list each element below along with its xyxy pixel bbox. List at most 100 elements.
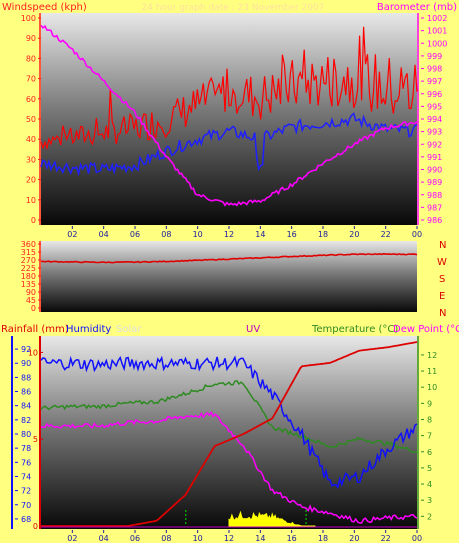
top-x-tick-label: 14 [255, 230, 265, 239]
humidity-tick-label: 82 [21, 416, 31, 425]
bottom-x-tick-label: 00 [412, 534, 422, 543]
barometer-tick-label: 1002 [427, 14, 447, 23]
temperature-tick-label: 5 [427, 464, 432, 473]
humidity-tick-label: 70 [21, 501, 31, 510]
humidity-tick-label: 84 [21, 402, 31, 411]
rainfall-line [41, 341, 418, 527]
barometer-tick-label: 1001 [427, 27, 447, 36]
compass-w: W [437, 257, 447, 268]
humidity-tick-label: 68 [21, 515, 31, 524]
barometer-tick-label: 994 [427, 115, 442, 124]
compass-n-top: N [439, 240, 446, 251]
windspeed-tick-label: 0 [31, 216, 36, 225]
barometer-tick-label: 996 [427, 90, 442, 99]
windspeed-tick-label: 70 [26, 75, 36, 84]
rainfall-tick-label: 0 [33, 522, 38, 531]
direction-tick-label: 225 [21, 264, 36, 273]
bottom-x-tick-label: 16 [287, 534, 297, 543]
direction-tick-label: 360 [21, 240, 36, 249]
temperature-tick-label: 11 [427, 367, 437, 376]
bottom-x-tick-label: 06 [130, 534, 140, 543]
windspeed-tick-label: 30 [26, 155, 36, 164]
temperature-tick-label: 8 [427, 415, 432, 424]
barometer-tick-label: 993 [427, 128, 442, 137]
top-x-tick-label: 12 [224, 230, 234, 239]
rainfall-axis-title: Rainfall (mm) [1, 324, 69, 335]
bottom-x-tick-label: 02 [67, 534, 77, 543]
humidity-tick-label: 74 [21, 472, 31, 481]
barometer-tick-label: 986 [427, 216, 442, 225]
temperature-tick-label: 2 [427, 512, 432, 521]
windspeed-tick-label: 60 [26, 95, 36, 104]
top-x-tick-label: 16 [287, 230, 297, 239]
bottom-x-tick-label: 08 [161, 534, 171, 543]
barometer-tick-label: 987 [427, 203, 442, 212]
bottom-x-tick-label: 18 [318, 534, 328, 543]
bottom-x-tick-label: 12 [224, 534, 234, 543]
dewpoint-axis-title: Dew Point (°C [393, 324, 459, 335]
temperature-tick-label: 10 [427, 383, 437, 392]
graph-date-title: 24 hour graph date : 23 November 2007 [142, 3, 325, 13]
humidity-tick-label: 80 [21, 430, 31, 439]
humidity-tick-label: 76 [21, 458, 31, 467]
windspeed-tick-label: 10 [26, 196, 36, 205]
bottom-x-tick-label: 22 [381, 534, 391, 543]
compass-e: E [439, 291, 445, 302]
barometer-tick-label: 997 [427, 77, 442, 86]
solar-area [228, 510, 316, 527]
rainfall-tick-label: 10 [28, 348, 38, 357]
barometer-tick-label: 998 [427, 65, 442, 74]
top-x-tick-label: 04 [99, 230, 109, 239]
top-x-tick-label: 00 [412, 230, 422, 239]
rainfall-tick-label: 5 [33, 435, 38, 444]
windspeed-tick-label: 40 [26, 135, 36, 144]
compass-n-bottom: N [439, 308, 446, 319]
temperature-tick-label: 6 [427, 448, 432, 457]
direction-tick-label: 315 [21, 248, 36, 257]
windspeed-line [40, 26, 418, 151]
windspeed-axis-title: Windspeed (kph) [2, 2, 87, 13]
direction-tick-label: 45 [26, 296, 36, 305]
humidity-tick-label: 90 [21, 359, 31, 368]
windspeed-tick-label: 50 [26, 115, 36, 124]
barometer-tick-label: 1000 [427, 39, 447, 48]
top-x-tick-label: 06 [130, 230, 140, 239]
barometer-tick-label: 999 [427, 52, 442, 61]
bottom-x-tick-label: 14 [255, 534, 265, 543]
direction-tick-label: 135 [21, 280, 36, 289]
top-x-tick-label: 10 [193, 230, 203, 239]
humidity-tick-label: 88 [21, 373, 31, 382]
windspeed-tick-label: 90 [26, 34, 36, 43]
barometer-tick-label: 990 [427, 166, 442, 175]
solar-axis-title: Solar [116, 324, 142, 335]
temperature-tick-label: 9 [427, 399, 432, 408]
top-x-tick-label: 22 [381, 230, 391, 239]
windspeed-tick-label: 80 [26, 54, 36, 63]
windspeed-tick-label: 100 [21, 14, 36, 23]
direction-plot-area [41, 241, 417, 312]
temperature-tick-label: 7 [427, 432, 432, 441]
temperature-tick-label: 4 [427, 480, 432, 489]
uv-axis-title: UV [246, 324, 260, 335]
humidity-tick-label: 72 [21, 487, 31, 496]
direction-tick-label: 90 [26, 288, 36, 297]
humidity-axis-title: Humidity [66, 324, 111, 335]
humidity-line [40, 355, 418, 490]
bottom-x-tick-label: 04 [99, 534, 109, 543]
humidity-tick-label: 86 [21, 388, 31, 397]
humidity-tick-label: 78 [21, 444, 31, 453]
top-x-tick-label: 20 [349, 230, 359, 239]
barometer-tick-label: 991 [427, 153, 442, 162]
temperature-line [40, 379, 417, 454]
average-windspeed-line [40, 112, 418, 177]
barometer-tick-label: 992 [427, 140, 442, 149]
direction-tick-label: 180 [21, 272, 36, 281]
temperature-tick-label: 12 [427, 351, 437, 360]
humidity-tick-label: 92 [21, 345, 31, 354]
barometer-line [40, 24, 418, 207]
temperature-axis-title: Temperature (°C) [311, 324, 398, 335]
windspeed-tick-label: 20 [26, 176, 36, 185]
barometer-tick-label: 988 [427, 191, 442, 200]
direction-tick-label: 0 [31, 304, 36, 313]
bottom-x-tick-label: 20 [349, 534, 359, 543]
